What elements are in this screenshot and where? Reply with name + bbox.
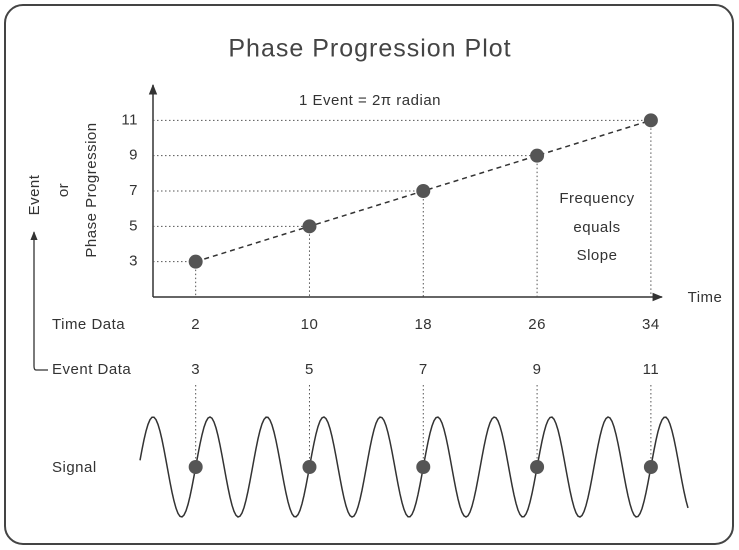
row-label: Signal [52,459,97,476]
y-tick-label: 3 [129,253,138,270]
y-axis-label: Event [26,174,43,215]
chart-title: Phase Progression Plot [228,35,511,63]
event-data: 5 [305,361,314,378]
bracket-arrow [30,231,48,371]
signal-point [530,460,545,474]
row-label: Time Data [52,316,125,333]
signal-point [302,460,317,474]
point [188,254,203,269]
event-data: 9 [533,361,542,378]
signal-point [188,460,203,474]
point [302,219,317,234]
y-tick-label: 5 [129,217,138,234]
time-data: 34 [642,316,660,333]
signal-point [416,460,431,474]
y-tick-label: 7 [129,182,138,199]
slope-note: equals [573,219,620,236]
y-axis-label: or [55,183,72,197]
annotation: 1 Event = 2π radian [299,92,441,109]
time-data: 26 [528,316,546,333]
frame [4,4,734,545]
x-axis-label: Time [688,289,723,306]
event-data: 11 [643,361,660,378]
event-data: 3 [191,361,200,378]
slope-note: Slope [577,247,618,264]
time-data: 10 [301,316,319,333]
event-data: 7 [419,361,428,378]
slope-note: Frequency [559,190,634,207]
point [530,148,545,163]
time-data: 2 [191,316,200,333]
point [416,184,431,198]
point [643,113,658,128]
y-tick-label: 9 [129,147,138,164]
signal-wave [139,416,689,518]
y-tick-label: 11 [121,111,138,128]
row-label: Event Data [52,361,131,378]
signal-point [643,460,658,474]
y-axis-label: Phase Progression [83,122,100,257]
time-data: 18 [414,316,432,333]
